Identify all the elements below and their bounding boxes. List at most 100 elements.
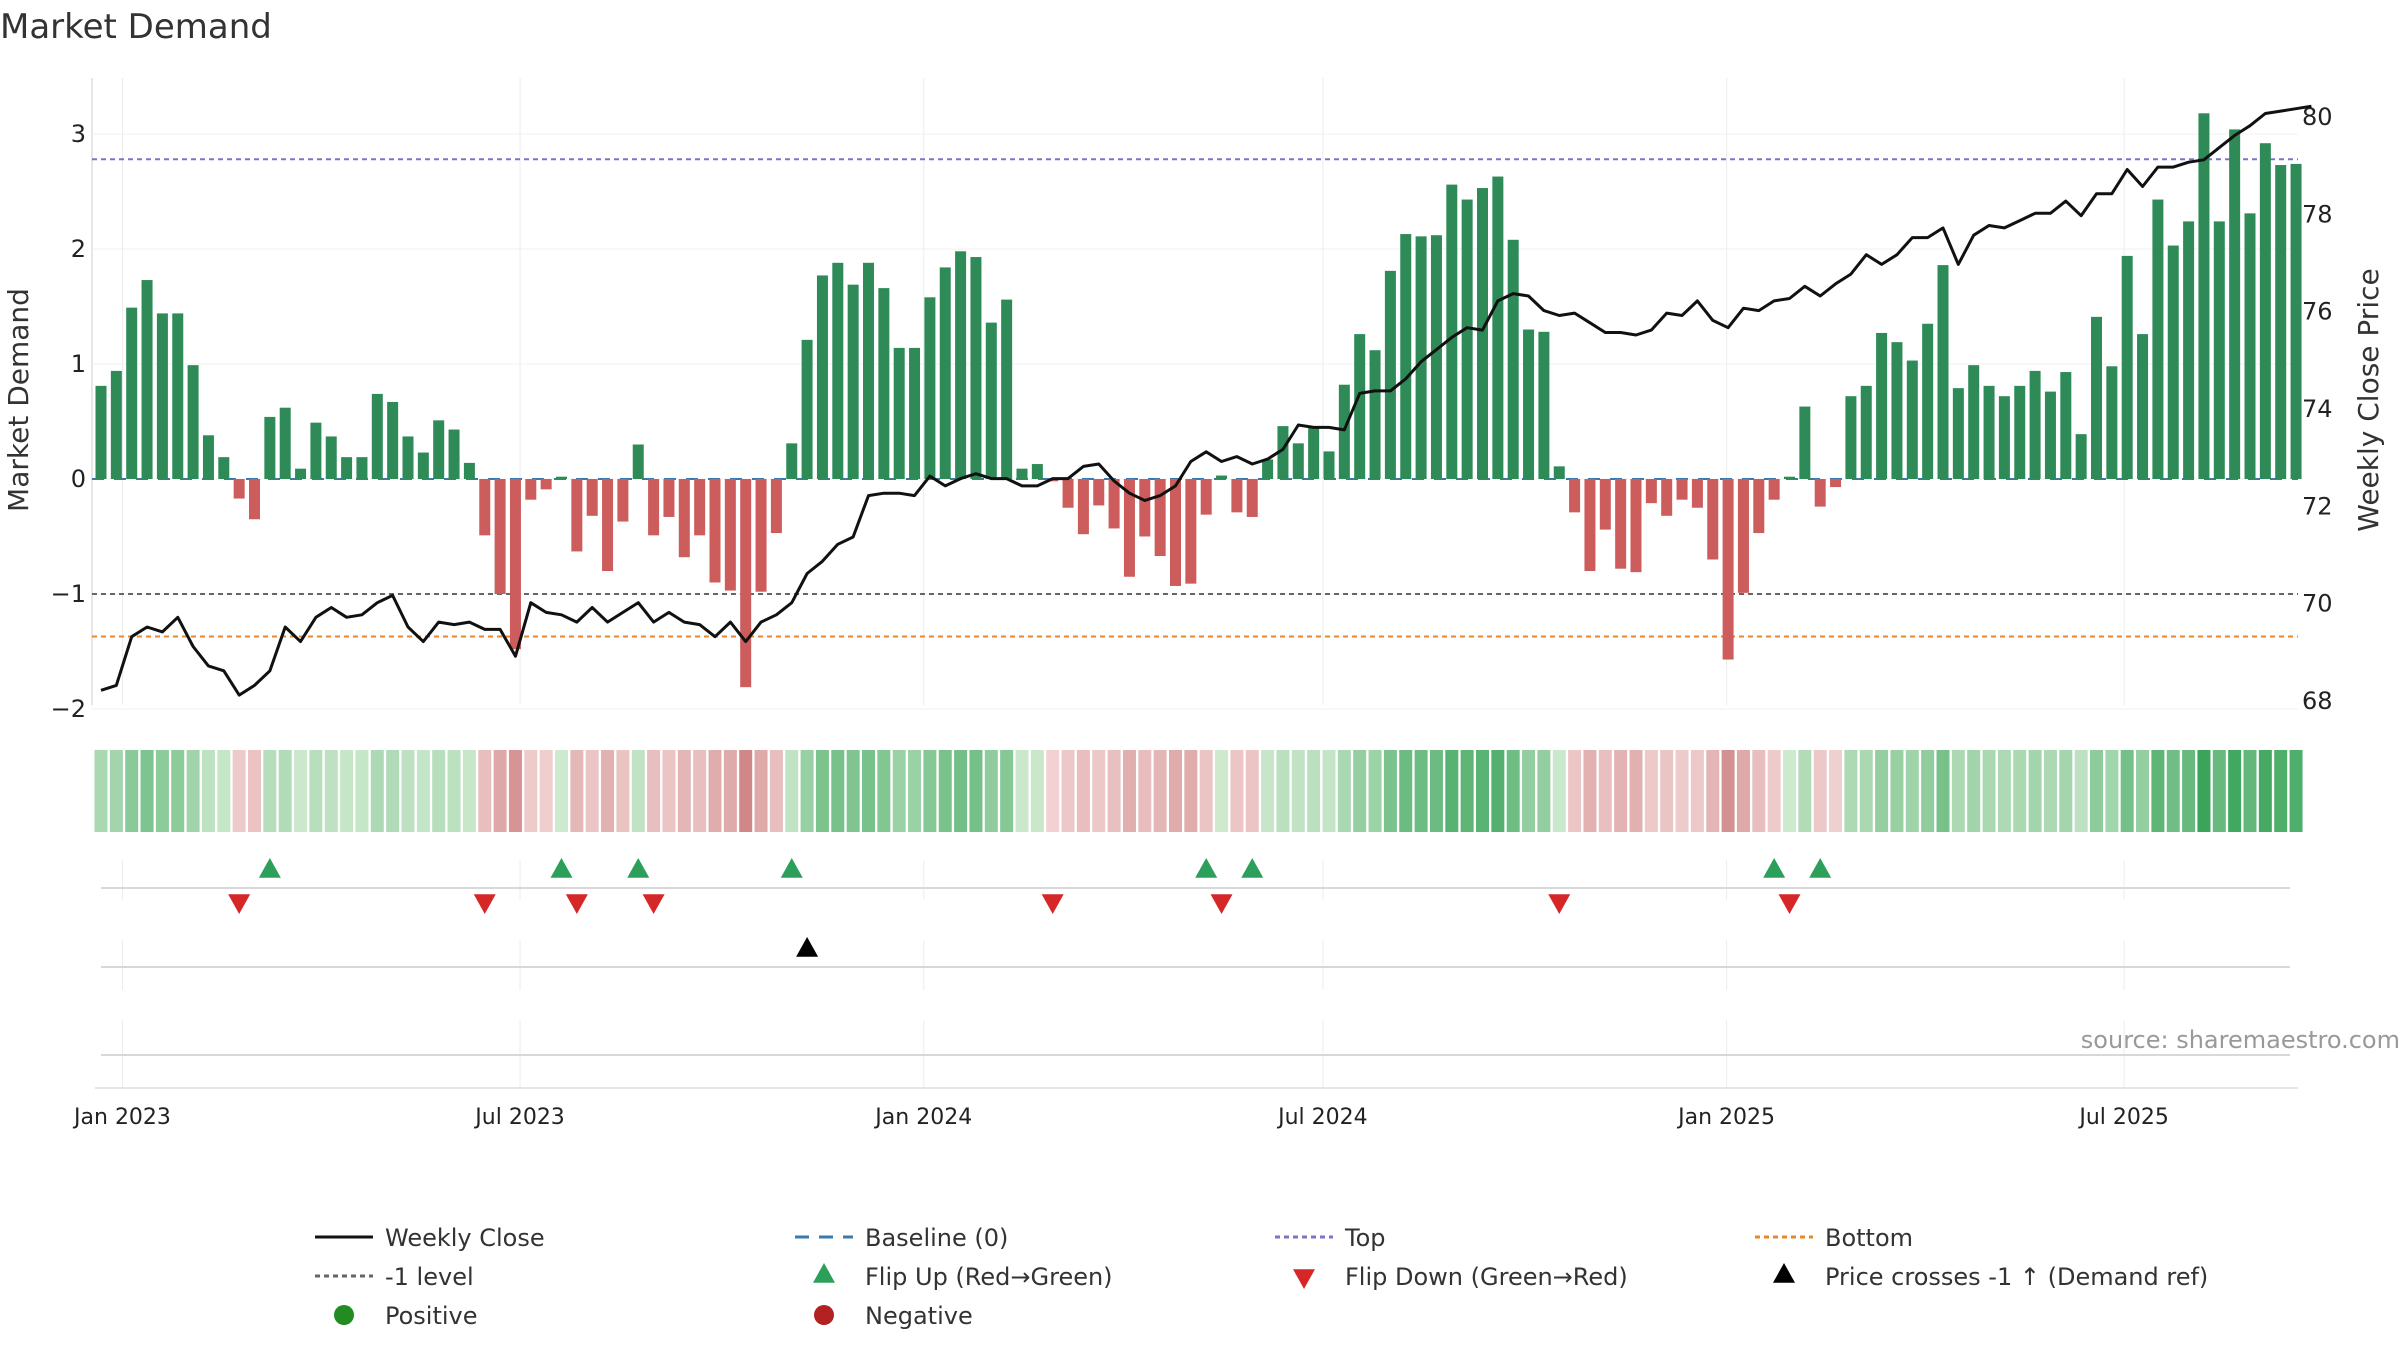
heat-cell xyxy=(478,750,492,832)
heat-cell xyxy=(1568,750,1582,832)
heat-cell xyxy=(462,750,476,832)
heat-cell xyxy=(739,750,753,832)
positive-bar xyxy=(1906,360,1918,479)
heat-cell xyxy=(1429,750,1443,832)
negative-bar xyxy=(1154,479,1166,557)
heat-cell xyxy=(831,750,845,832)
heat-cell xyxy=(1076,750,1090,832)
negative-bar xyxy=(678,479,690,558)
negative-bar xyxy=(571,479,583,552)
heat-cell xyxy=(570,750,584,832)
positive-bar xyxy=(1446,184,1458,479)
negative-bar xyxy=(1722,479,1734,660)
negative-bar xyxy=(663,479,675,517)
y2-tick-label: 78 xyxy=(2302,200,2333,228)
positive-bar xyxy=(1016,468,1028,479)
legend-label: Negative xyxy=(865,1302,973,1330)
positive-bar xyxy=(2167,245,2179,479)
heat-cell xyxy=(2090,750,2103,832)
heat-cell xyxy=(846,750,860,832)
positive-bar xyxy=(1461,199,1473,480)
x-tick-label: Jan 2023 xyxy=(72,1105,171,1130)
positive-bar xyxy=(1523,329,1535,479)
positive-bar xyxy=(1001,299,1013,479)
heat-cell xyxy=(923,750,937,832)
flip-down-marker xyxy=(642,894,665,914)
weekly-close-series xyxy=(100,104,2312,697)
heat-cell xyxy=(1752,750,1766,832)
heat-cell xyxy=(1905,750,1919,832)
x-tick-label: Jul 2023 xyxy=(473,1105,565,1130)
negative-bar xyxy=(1123,479,1135,577)
y2-tick-label: 68 xyxy=(2302,687,2333,715)
positive-bar xyxy=(463,462,475,479)
negative-bar xyxy=(1615,479,1627,569)
heat-cell xyxy=(140,750,154,832)
positive-bar xyxy=(1891,342,1903,479)
heat-cell xyxy=(1445,750,1459,832)
heat-cell xyxy=(524,750,538,832)
heat-cell xyxy=(2197,750,2211,832)
heat-cell xyxy=(493,750,507,832)
heat-cell xyxy=(1783,750,1796,832)
heat-cell xyxy=(969,750,983,832)
positive-bar xyxy=(1354,334,1366,479)
positive-bar xyxy=(1799,406,1811,479)
positive-bar xyxy=(2060,372,2072,479)
positive-bar xyxy=(1323,451,1335,479)
legend-label: Flip Up (Red→Green) xyxy=(865,1263,1113,1291)
positive-bar xyxy=(909,347,921,479)
positive-bar xyxy=(448,429,460,479)
negative-bar xyxy=(1645,479,1657,504)
heat-cell xyxy=(447,750,461,832)
flip-up-marker xyxy=(1809,858,1832,878)
heat-cell xyxy=(1951,750,1965,832)
negative-bar xyxy=(724,479,736,591)
heat-cell xyxy=(1644,750,1658,832)
positive-bar xyxy=(2244,213,2256,479)
positive-bar xyxy=(2044,391,2056,479)
heat-cell xyxy=(1276,750,1290,832)
y-tick-labels: 3 2 1 0 −1 −2 xyxy=(51,120,86,723)
positive-bar xyxy=(2198,113,2210,480)
positive-bar xyxy=(1262,459,1274,479)
positive-bar xyxy=(1983,385,1995,479)
heat-cell xyxy=(1199,750,1213,832)
heat-cell xyxy=(647,750,661,832)
heat-cell xyxy=(278,750,292,832)
positive-bar xyxy=(1860,385,1872,479)
heat-cell xyxy=(1092,750,1106,832)
legend: Weekly Close Baseline (0) Top Bottom -1 leve… xyxy=(315,1224,2208,1330)
heat-cell xyxy=(1399,750,1413,832)
y2-tick-label: 72 xyxy=(2302,492,2333,520)
flip-up-marker xyxy=(1195,858,1218,878)
legend-label: Top xyxy=(1344,1224,1386,1252)
flip-up-marker xyxy=(258,858,281,878)
heat-cell xyxy=(616,750,630,832)
negative-bar xyxy=(1077,479,1089,535)
heat-cell xyxy=(2289,750,2303,832)
heat-cell xyxy=(401,750,415,832)
heat-cell xyxy=(2274,750,2288,832)
heat-cell xyxy=(1153,750,1167,832)
x-gridlines xyxy=(91,78,2298,1089)
heat-cell xyxy=(1215,750,1229,832)
positive-bar xyxy=(1968,365,1980,479)
negative-bar xyxy=(509,479,521,650)
negative-bar xyxy=(1737,479,1749,593)
heat-cell xyxy=(1921,750,1935,832)
positive-bar xyxy=(2091,316,2102,479)
heat-cell xyxy=(232,750,246,832)
heat-cell xyxy=(800,750,814,832)
y-axis-label: Market Demand xyxy=(2,288,35,512)
legend-label: -1 level xyxy=(385,1263,474,1291)
negative-bar xyxy=(1569,479,1581,513)
positive-bar xyxy=(1507,239,1519,479)
y2-tick-label: 76 xyxy=(2302,298,2333,326)
heat-cell xyxy=(1537,750,1551,832)
positive-bar xyxy=(295,468,307,479)
negative-bar xyxy=(1200,479,1212,515)
negative-bar xyxy=(740,479,752,688)
heat-cell xyxy=(708,750,722,832)
